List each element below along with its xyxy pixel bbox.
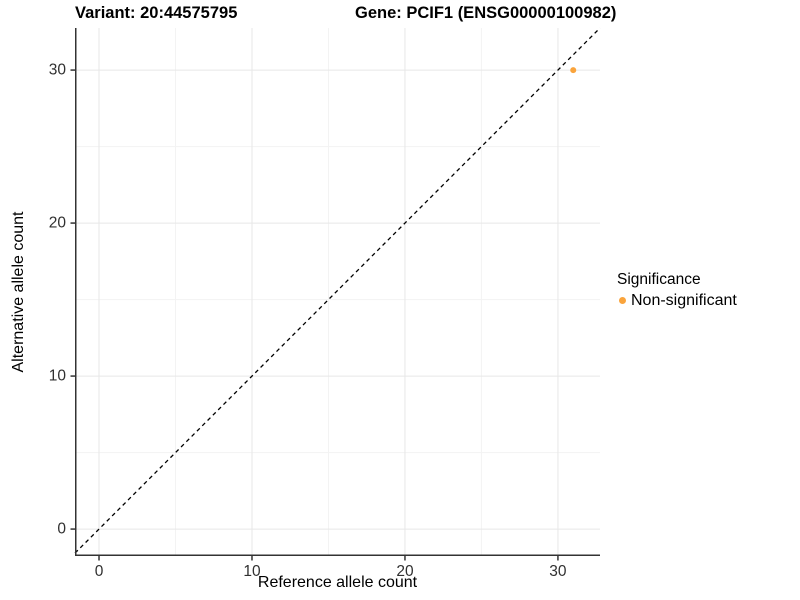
gene-title: Gene: PCIF1 (ENSG00000100982): [355, 4, 617, 22]
x-tick-label: 30: [549, 563, 567, 580]
data-point: [570, 67, 577, 74]
legend-title: Significance: [617, 271, 701, 288]
legend-entry-label: Non-significant: [631, 291, 737, 309]
x-tick-label: 10: [243, 563, 261, 580]
x-tick-label: 20: [396, 563, 414, 580]
plot-panel: [70, 27, 601, 561]
y-tick-label: 0: [57, 520, 66, 538]
variant-title: Variant: 20:44575795: [75, 4, 238, 22]
legend-entry-non-significant: Non-significant: [617, 292, 737, 310]
y-axis-label: Alternative allele count: [10, 211, 27, 373]
y-tick-label: 10: [48, 367, 66, 385]
y-tick-label: 20: [48, 214, 66, 232]
legend: Significance Non-significant: [617, 271, 737, 309]
identity-dashed-line: [74, 27, 601, 554]
plot-canvas: [70, 27, 601, 561]
legend-point-icon: [619, 297, 626, 305]
y-tick-label: 30: [48, 61, 66, 79]
x-axis-label: Reference allele count: [257, 574, 418, 591]
x-tick-label: 0: [94, 563, 104, 580]
